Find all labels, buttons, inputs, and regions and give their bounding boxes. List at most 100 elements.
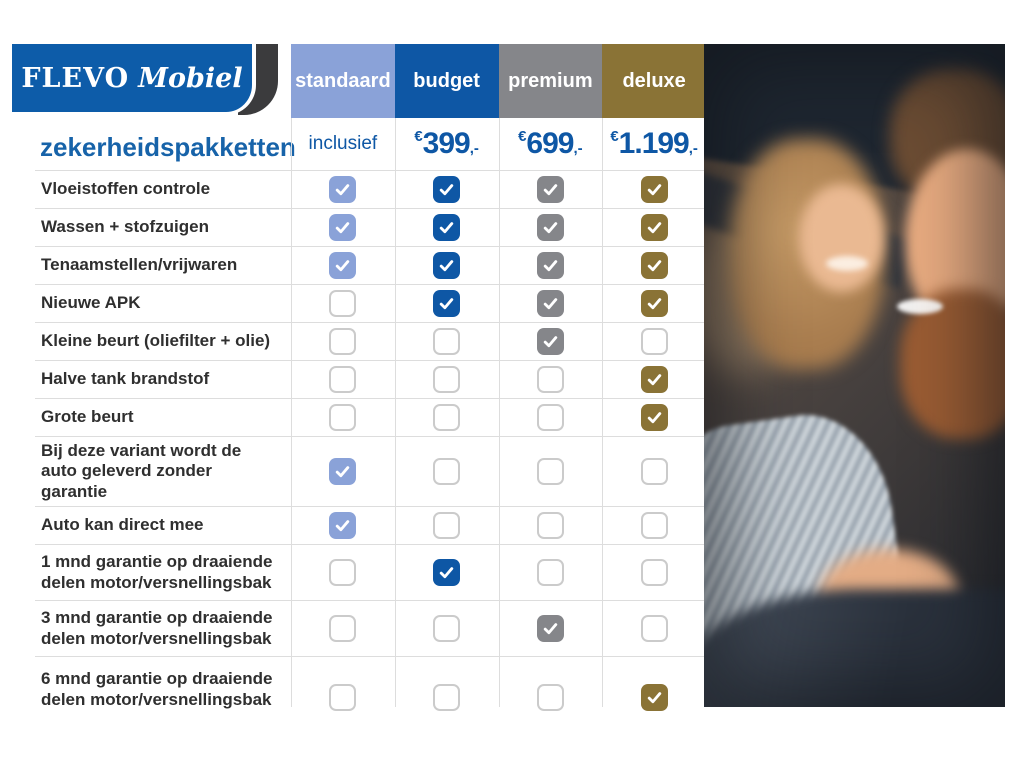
checkbox-premium[interactable] — [536, 404, 564, 431]
checkbox-premium[interactable] — [536, 290, 564, 317]
table-row: Kleine beurt (oliefilter + olie) — [35, 322, 706, 360]
check-cell-standaard — [291, 437, 395, 506]
row-label: Kleine beurt (oliefilter + olie) — [41, 331, 271, 351]
checkbox-standaard[interactable] — [329, 290, 357, 317]
checkbox-standaard[interactable] — [329, 404, 357, 431]
check-cell-deluxe — [602, 361, 706, 398]
checkbox-deluxe[interactable] — [640, 252, 668, 279]
check-cell-standaard — [291, 665, 395, 729]
check-cell-budget — [395, 361, 499, 398]
check-cell-premium — [499, 399, 603, 436]
checkbox-deluxe[interactable] — [640, 176, 668, 203]
checkbox-deluxe[interactable] — [640, 458, 668, 486]
checkbox-standaard[interactable] — [329, 458, 357, 486]
checkbox-budget[interactable] — [433, 290, 461, 317]
checkbox-standaard[interactable] — [329, 366, 357, 393]
table-row: Bij deze variant wordt de auto geleverd … — [35, 436, 706, 506]
checkbox-budget[interactable] — [433, 683, 461, 711]
checkbox-standaard[interactable] — [329, 176, 357, 203]
price-premium: €699 ,- — [518, 127, 583, 160]
checkbox-budget[interactable] — [433, 214, 461, 241]
checkbox-budget[interactable] — [433, 252, 461, 279]
check-cell-deluxe — [602, 507, 706, 544]
checkbox-budget[interactable] — [433, 512, 461, 540]
checkbox-budget[interactable] — [433, 176, 461, 203]
check-cell-standaard — [291, 601, 395, 656]
checkbox-premium[interactable] — [536, 683, 564, 711]
checkbox-premium[interactable] — [536, 252, 564, 279]
row-label: 6 mnd garantie op draaiende delen motor/… — [41, 669, 273, 709]
checkbox-budget[interactable] — [433, 404, 461, 431]
row-label: Nieuwe APK — [41, 293, 141, 313]
checkbox-deluxe[interactable] — [640, 214, 668, 241]
check-cell-deluxe — [602, 545, 706, 600]
check-cell-budget — [395, 171, 499, 208]
checkbox-premium[interactable] — [536, 559, 564, 587]
woman-face-shape — [799, 184, 884, 292]
page-title: zekerheidspakketten — [40, 132, 296, 162]
check-cell-deluxe — [602, 601, 706, 656]
checkbox-budget[interactable] — [433, 615, 461, 643]
check-cell-budget — [395, 545, 499, 600]
price-deluxe: €1.199 ,- — [610, 127, 698, 160]
check-cell-premium — [499, 209, 603, 246]
checkbox-standaard[interactable] — [329, 615, 357, 643]
checkbox-standaard[interactable] — [329, 214, 357, 241]
checkbox-deluxe[interactable] — [640, 615, 668, 643]
checkbox-premium[interactable] — [536, 512, 564, 540]
check-cell-deluxe — [602, 323, 706, 360]
checkbox-standaard[interactable] — [329, 512, 357, 540]
table-row: 1 mnd garantie op draaiende delen motor/… — [35, 544, 706, 600]
row-label: Wassen + stofzuigen — [41, 217, 209, 237]
fabric-shape — [704, 589, 1005, 707]
check-cell-standaard — [291, 323, 395, 360]
check-cell-deluxe — [602, 209, 706, 246]
row-label: Grote beurt — [41, 407, 134, 427]
check-cell-premium — [499, 545, 603, 600]
checkbox-deluxe[interactable] — [640, 512, 668, 540]
checkbox-standaard[interactable] — [329, 252, 357, 279]
row-label: Auto kan direct mee — [41, 515, 204, 535]
price-row: inclusief €399 ,- €699 ,- €1.199 ,- — [291, 118, 706, 170]
row-label: 3 mnd garantie op draaiende delen motor/… — [41, 608, 273, 648]
check-cell-standaard — [291, 209, 395, 246]
table-row: 3 mnd garantie op draaiende delen motor/… — [35, 600, 706, 656]
check-cell-premium — [499, 361, 603, 398]
checkbox-deluxe[interactable] — [640, 366, 668, 393]
table-row: 6 mnd garantie op draaiende delen motor/… — [35, 656, 706, 729]
checkbox-premium[interactable] — [536, 214, 564, 241]
check-cell-budget — [395, 601, 499, 656]
check-cell-premium — [499, 323, 603, 360]
check-cell-budget — [395, 399, 499, 436]
checkbox-budget[interactable] — [433, 366, 461, 393]
checkbox-standaard[interactable] — [329, 559, 357, 587]
checkbox-deluxe[interactable] — [640, 683, 668, 711]
table-row: Grote beurt — [35, 398, 706, 436]
row-label: Vloeistoffen controle — [41, 179, 211, 199]
checkbox-premium[interactable] — [536, 176, 564, 203]
checkbox-premium[interactable] — [536, 458, 564, 486]
check-cell-budget — [395, 437, 499, 506]
table-row: Nieuwe APK — [35, 284, 706, 322]
checkbox-standaard[interactable] — [329, 328, 357, 355]
price-budget: €399 ,- — [414, 127, 479, 160]
check-cell-premium — [499, 665, 603, 729]
checkbox-deluxe[interactable] — [640, 290, 668, 317]
check-cell-premium — [499, 507, 603, 544]
checkbox-deluxe[interactable] — [640, 559, 668, 587]
checkbox-budget[interactable] — [433, 458, 461, 486]
check-cell-premium — [499, 171, 603, 208]
checkbox-premium[interactable] — [536, 328, 564, 355]
checkbox-standaard[interactable] — [329, 683, 357, 711]
checkbox-budget[interactable] — [433, 328, 461, 355]
check-cell-standaard — [291, 285, 395, 322]
checkbox-premium[interactable] — [536, 366, 564, 393]
row-label: Halve tank brandstof — [41, 369, 210, 389]
checkbox-deluxe[interactable] — [640, 328, 668, 355]
checkbox-budget[interactable] — [433, 559, 461, 587]
check-cell-budget — [395, 665, 499, 729]
checkbox-deluxe[interactable] — [640, 404, 668, 431]
pkg-header-standaard: standaard — [291, 44, 395, 118]
check-cell-budget — [395, 507, 499, 544]
checkbox-premium[interactable] — [536, 615, 564, 643]
